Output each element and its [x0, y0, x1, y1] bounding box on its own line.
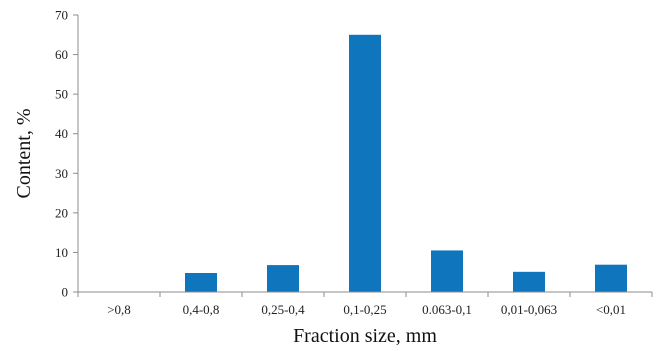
- y-axis-ticks: 0 10 20 30 40 50 60 70: [55, 8, 78, 300]
- x-tick-label: >0,8: [107, 302, 131, 317]
- bar: [185, 273, 217, 292]
- x-axis-title: Fraction size, mm: [293, 325, 437, 347]
- bar: [267, 265, 299, 292]
- x-axis-ticks: >0,8 0,4-0,8 0,25-0,4 0,1-0,25 0.063-0,1 0,01…: [77, 292, 653, 317]
- bar: [431, 250, 463, 292]
- y-tick-label: 10: [55, 245, 68, 260]
- bar: [595, 264, 627, 292]
- y-tick-label: 60: [55, 47, 68, 62]
- y-tick-label: 0: [62, 285, 69, 300]
- x-tick-label: 0.063-0,1: [422, 302, 472, 317]
- y-tick-label: 20: [55, 205, 68, 220]
- bar: [513, 271, 545, 292]
- y-axis-title: Content, %: [13, 109, 35, 199]
- y-tick-label: 70: [55, 8, 68, 23]
- x-tick-label: 0,01-0,063: [501, 302, 557, 317]
- bar: [349, 34, 381, 293]
- bars: [185, 34, 627, 293]
- y-tick-label: 50: [55, 87, 68, 102]
- y-tick-label: 30: [55, 166, 68, 181]
- y-tick-label: 40: [55, 126, 68, 141]
- x-tick-label: <0,01: [596, 302, 626, 317]
- x-tick-label: 0,1-0,25: [343, 302, 386, 317]
- x-tick-label: 0,25-0,4: [261, 302, 305, 317]
- x-tick-label: 0,4-0,8: [183, 302, 220, 317]
